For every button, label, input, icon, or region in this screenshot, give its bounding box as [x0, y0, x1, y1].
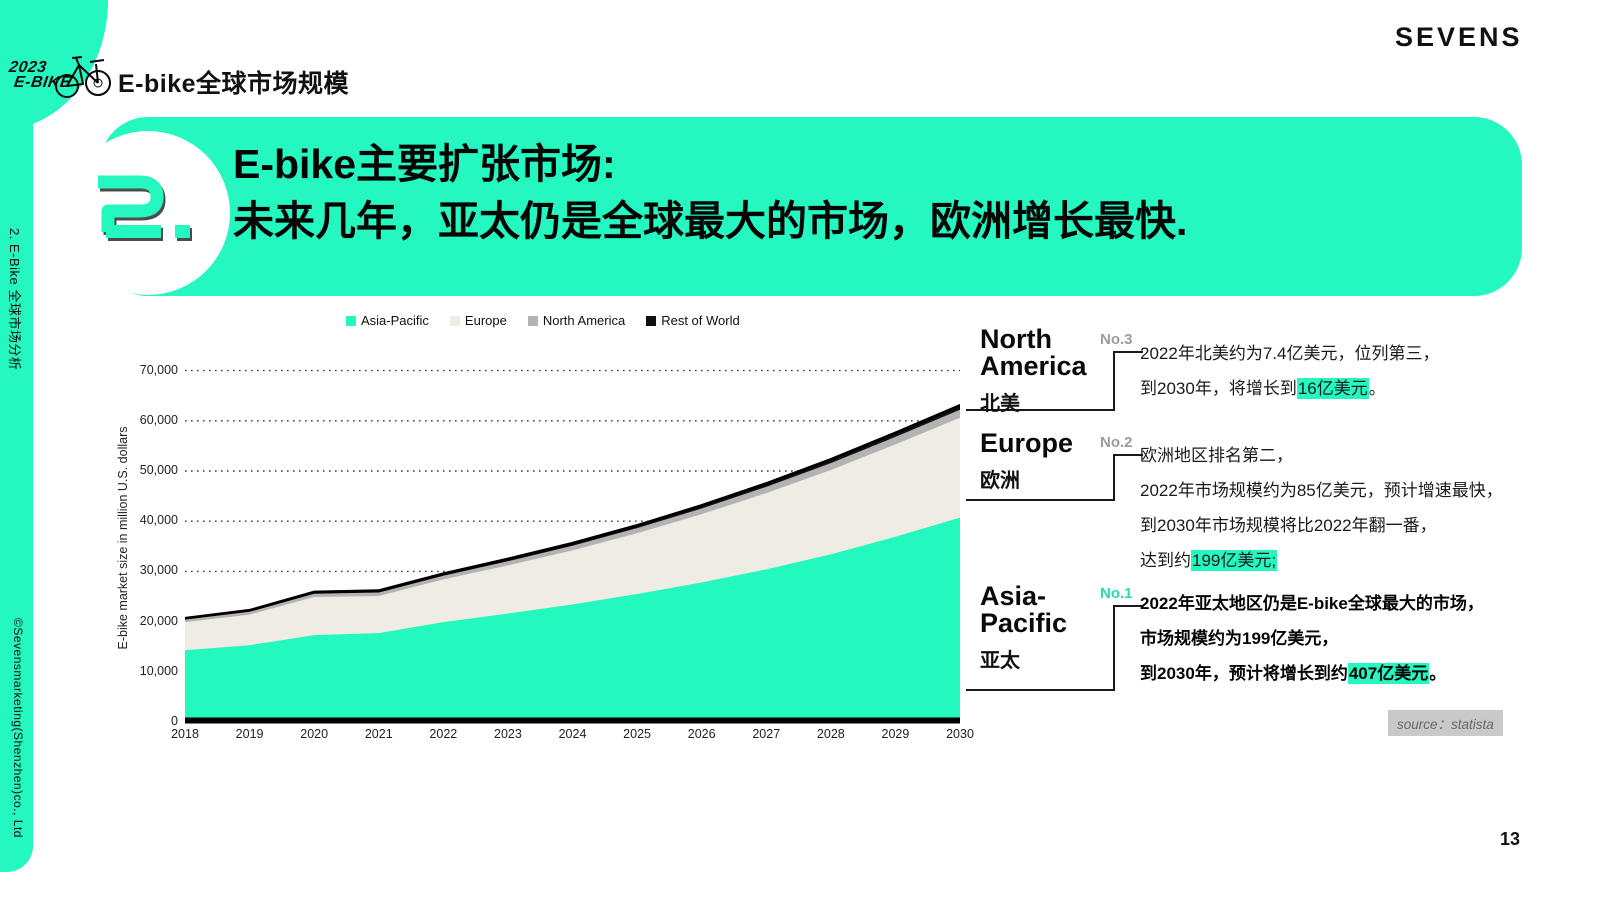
annotation-europe: Europe 欧洲	[980, 430, 1102, 493]
annotation-asia-pacific: Asia-Pacific 亚太	[980, 583, 1102, 673]
market-size-area-chart	[185, 369, 960, 724]
rank-badge-no1: No.1	[1100, 585, 1133, 602]
x-tick-2029: 2029	[881, 727, 910, 741]
highlight: 407亿美元	[1347, 663, 1430, 684]
x-tick-2027: 2027	[752, 727, 781, 741]
region-name-zh: 亚太	[980, 650, 1020, 672]
region-name-en: North America	[980, 324, 1087, 381]
y-tick-0: 0	[171, 714, 178, 728]
banner-heading-line2: 未来几年，亚太仍是全球最大的市场，欧洲增长最快.	[233, 198, 1188, 244]
x-tick-2024: 2024	[558, 727, 587, 741]
bicycle-icon	[55, 56, 111, 98]
section-number-glyph	[98, 175, 190, 238]
x-tick-2023: 2023	[494, 727, 522, 741]
legend-swatch	[449, 315, 460, 326]
region-name-zh: 欧洲	[980, 470, 1020, 492]
legend-item-rest-of-world: Rest of World	[646, 313, 740, 328]
rank-badge-no2: No.2	[1100, 434, 1133, 451]
x-tick-2021: 2021	[364, 727, 393, 741]
legend-item-europe: Europe	[449, 313, 507, 328]
area-asia-pacific	[185, 517, 960, 722]
chart-legend: Asia-Pacific Europe North America Rest of W…	[346, 313, 740, 328]
y-tick-50,000: 50,000	[139, 463, 178, 477]
source-label: source：statista	[1388, 710, 1503, 736]
region-name-zh: 北美	[980, 393, 1020, 415]
banner-heading: E-bike主要扩张市场: 未来几年，亚太仍是全球最大的市场，欧洲增长最快.	[233, 136, 1513, 250]
legend-item-asia-pacific: Asia-Pacific	[346, 313, 429, 328]
sidebar-strip	[0, 0, 33, 872]
legend-label: Europe	[464, 313, 507, 328]
y-tick-70,000: 70,000	[139, 362, 178, 377]
section-banner	[100, 117, 1522, 296]
legend-swatch	[646, 315, 657, 326]
legend-label: Asia-Pacific	[361, 313, 429, 328]
x-tick-2025: 2025	[623, 727, 651, 741]
legend-swatch	[527, 315, 538, 326]
highlight: 199亿美元;	[1191, 550, 1278, 571]
rank-badge-no3: No.3	[1100, 331, 1133, 348]
legend-item-north-america: North America	[527, 313, 626, 328]
x-tick-2022: 2022	[429, 727, 458, 741]
annotation-text-north-america: 2022年北美约为7.4亿美元，位列第三， 到2030年，将增长到16亿美元。	[1140, 344, 1440, 399]
legend-label: North America	[542, 313, 626, 328]
y-tick-10,000: 10,000	[139, 663, 178, 678]
x-tick-2018: 2018	[171, 727, 199, 741]
banner-heading-line1: E-bike主要扩张市场:	[233, 141, 616, 187]
sidebar-section-label: 2. E-Bike 全球市场分析	[7, 228, 22, 371]
x-tick-2030: 2030	[946, 727, 974, 741]
y-tick-60,000: 60,000	[139, 412, 178, 427]
x-tick-2020: 2020	[300, 727, 329, 741]
x-tick-2019: 2019	[235, 727, 264, 741]
region-name-en: Asia-Pacific	[980, 581, 1068, 638]
page-title: E-bike全球市场规模	[118, 70, 350, 98]
legend-swatch	[346, 315, 356, 326]
annotation-text-asia-pacific: 2022年亚太地区仍是E-bike全球最大的市场， 市场规模约为199亿美元， …	[1140, 594, 1484, 684]
region-name-en: Europe	[980, 428, 1074, 458]
legend-label: Rest of World	[661, 313, 740, 328]
y-tick-30,000: 30,000	[139, 563, 178, 578]
y-tick-20,000: 20,000	[139, 613, 178, 628]
x-tick-2028: 2028	[816, 727, 845, 741]
x-tick-2026: 2026	[687, 727, 716, 741]
highlight: 16亿美元	[1296, 378, 1369, 399]
annotation-text-europe: 欧洲地区排名第二， 2022年市场规模约为85亿美元，预计增速最快， 到2030…	[1140, 446, 1503, 571]
annotation-north-america: North America 北美	[980, 326, 1102, 416]
page-number: 13	[1500, 829, 1521, 849]
y-tick-40,000: 40,000	[139, 513, 178, 528]
sevens-logo: SEVENS	[1395, 22, 1523, 52]
sidebar-copyright: ©Sevensmarketing(Shenzhen)co., Ltd	[11, 618, 25, 838]
